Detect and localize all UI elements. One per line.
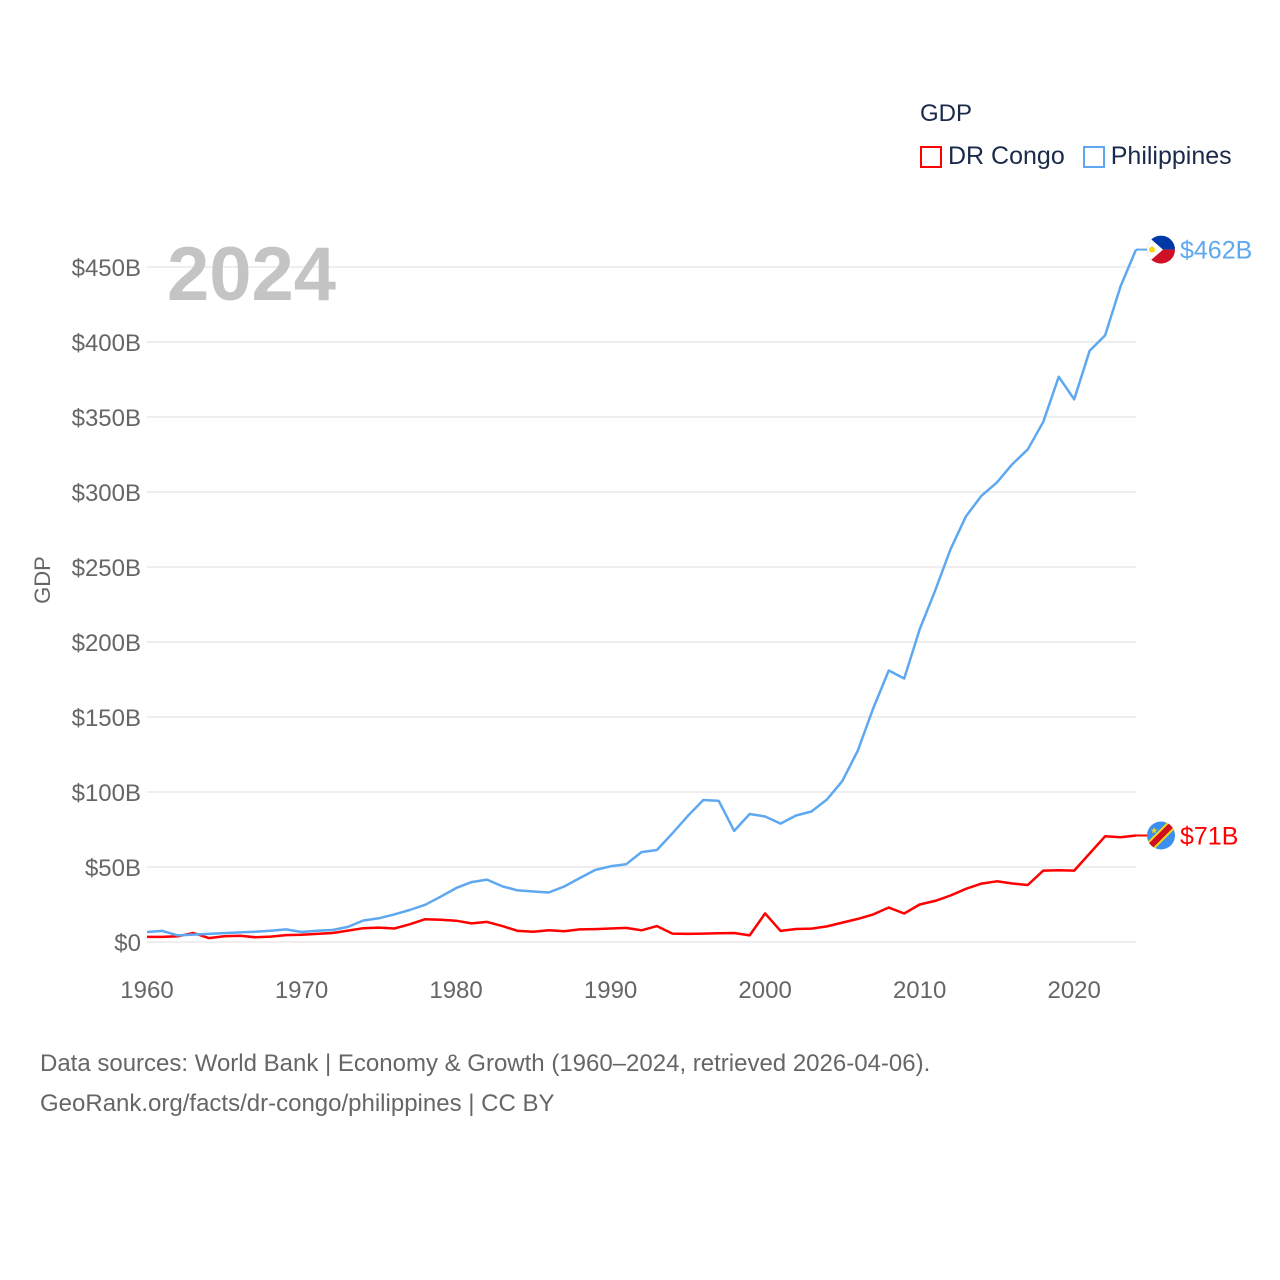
x-tick-label: 2000	[738, 977, 791, 1004]
philippines-flag-icon	[1147, 235, 1175, 264]
series-line-dr-congo	[147, 834, 1137, 940]
x-tick-label: 2010	[893, 977, 946, 1004]
legend-item-philippines[interactable]: Philippines	[1082, 142, 1232, 171]
y-tick-label: $250B	[72, 555, 141, 582]
y-tick-label: $450B	[72, 255, 141, 282]
legend-swatch	[920, 145, 942, 168]
x-tick-label: 2020	[1047, 977, 1100, 1004]
y-tick-label: $0	[114, 930, 141, 957]
x-tick-label: 1970	[275, 977, 328, 1004]
year-label: 2024	[167, 232, 336, 317]
data-source: Data sources: World Bank | Economy & Gro…	[40, 1050, 931, 1077]
x-tick-label: 1960	[120, 977, 173, 1004]
end-value-label: $462B	[1180, 237, 1252, 265]
footer: Data sources: World Bank | Economy & Gro…	[40, 1044, 930, 1124]
y-tick-label: $50B	[85, 855, 141, 882]
dr-congo-flag-icon: ★	[1147, 821, 1175, 850]
legend-label: DR Congo	[948, 142, 1065, 170]
y-tick-label: $350B	[72, 405, 141, 432]
y-axis-title: GDP	[30, 556, 55, 604]
legend-item-dr-congo[interactable]: DR Congo	[920, 142, 1065, 171]
y-tick-label: $300B	[72, 480, 141, 507]
y-tick-label: $150B	[72, 705, 141, 732]
y-tick-label: $400B	[72, 330, 141, 357]
legend: DR Congo Philippines	[920, 142, 1232, 171]
source-link[interactable]: GeoRank.org/facts/dr-congo/philippines |…	[40, 1090, 555, 1117]
legend-title: GDP	[920, 100, 973, 127]
end-value-label: $71B	[1180, 823, 1238, 851]
svg-text:★: ★	[1150, 826, 1158, 836]
legend-swatch	[1082, 145, 1105, 168]
y-tick-label: $200B	[72, 630, 141, 657]
y-tick-label: $100B	[72, 780, 141, 807]
x-tick-label: 1980	[429, 977, 482, 1004]
x-tick-label: 1990	[584, 977, 637, 1004]
legend-label: Philippines	[1110, 142, 1232, 170]
series-line-philippines	[146, 249, 1138, 937]
